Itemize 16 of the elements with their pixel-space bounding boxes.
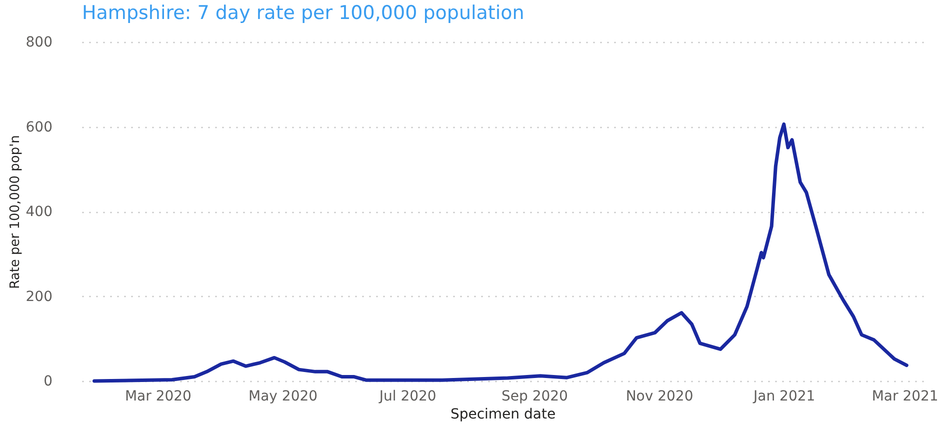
- y-tick-label: 800: [26, 34, 52, 50]
- line-series: [92, 122, 908, 383]
- y-tick-label: 600: [26, 119, 52, 136]
- y-axis-title: Rate per 100,000 pop'n: [8, 135, 23, 289]
- y-tick-label: 0: [44, 374, 52, 390]
- x-tick-label: May 2020: [248, 388, 318, 404]
- x-tick-label: Jul 2020: [378, 388, 436, 404]
- x-tick-label: Nov 2020: [626, 388, 694, 404]
- x-axis-title: Specimen date: [450, 406, 556, 422]
- x-tick-label: Mar 2020: [124, 388, 192, 404]
- y-tick-label: 400: [26, 204, 52, 220]
- y-tick-label: 200: [26, 288, 52, 305]
- x-tick-label: Mar 2021: [872, 388, 938, 404]
- x-tick-label: Jan 2021: [752, 388, 816, 404]
- chart-title: Hampshire: 7 day rate per 100,000 population: [82, 2, 524, 24]
- x-tick-label: Sep 2020: [501, 388, 568, 404]
